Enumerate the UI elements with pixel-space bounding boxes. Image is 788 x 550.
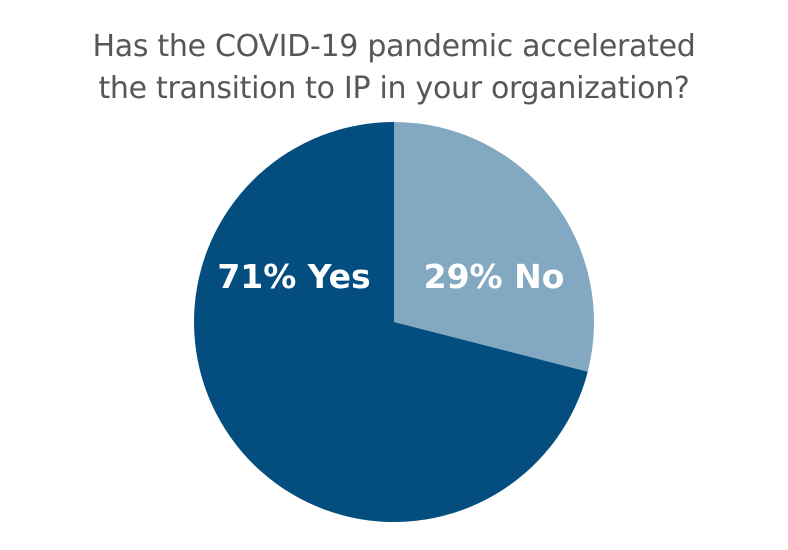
chart-title-line-2: the transition to IP in your organizatio… (98, 71, 690, 106)
slice-label-no: 29% No (424, 257, 565, 296)
chart-title-line-1: Has the COVID-19 pandemic accelerated (92, 29, 696, 64)
chart-title: Has the COVID-19 pandemic accelerated th… (0, 26, 788, 110)
pie-slice-yes (194, 122, 588, 522)
pie-slice-no (394, 122, 595, 372)
slice-label-yes: 71% Yes (217, 257, 370, 296)
pie-slices (194, 122, 595, 522)
pie-labels: 29% No 71% Yes (217, 257, 564, 296)
